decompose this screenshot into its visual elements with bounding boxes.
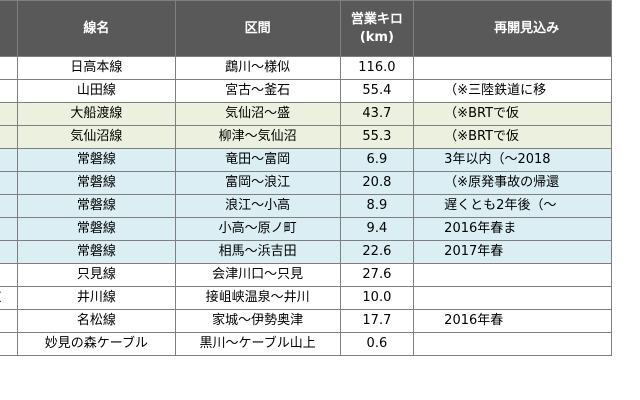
header-row: 線名 区間 営業キロ (km) 再開見込み: [0, 0, 612, 57]
line-name-cell: 日高本線: [17, 56, 176, 80]
line-name-cell: 常磐線: [17, 171, 176, 195]
header-km-line1: 営業キロ: [350, 11, 403, 27]
section-cell: 気仙沼～盛: [174, 102, 341, 126]
section-cell: 黒川～ケーブル山上: [174, 332, 341, 356]
table-row: 山田線 宮古～釜石 55.4 （※三陸鉄道に移: [0, 79, 612, 103]
header-line-name: 線名: [17, 0, 176, 57]
section-cell: 浪江～小高: [174, 194, 341, 218]
section-cell: 竜田～富岡: [174, 148, 341, 172]
line-name-cell: 井川線: [17, 286, 176, 310]
km-cell: 55.4: [339, 79, 415, 103]
section-cell: 接岨峡温泉～井川: [174, 286, 341, 310]
row-prefix-cell: [0, 332, 19, 356]
line-name-cell: 常磐線: [17, 148, 176, 172]
km-cell: 27.6: [339, 263, 415, 287]
section-cell: 鵡川～様似: [174, 56, 341, 80]
reopen-cell: 遅くとも2年後（～: [413, 194, 612, 218]
reopen-cell: [413, 56, 612, 80]
reopen-cell: 2017年春: [413, 240, 612, 264]
row-prefix-cell: [0, 102, 19, 126]
reopen-cell: （※原発事故の帰還: [413, 171, 612, 195]
table-row: 常磐線 小高～原ノ町 9.4 2016年春ま: [0, 217, 612, 241]
section-cell: 富岡～浪江: [174, 171, 341, 195]
reopen-cell: [413, 263, 612, 287]
reopen-cell: （※三陸鉄道に移: [413, 79, 612, 103]
line-name-cell: 気仙沼線: [17, 125, 176, 149]
row-prefix-cell: 道: [0, 286, 19, 310]
table-row: 常磐線 浪江～小高 8.9 遅くとも2年後（～: [0, 194, 612, 218]
table-row: 常磐線 竜田～富岡 6.9 3年以内（～2018: [0, 148, 612, 172]
row-prefix-cell: [0, 263, 19, 287]
header-reopen: 再開見込み: [413, 0, 612, 57]
header-km: 営業キロ (km): [339, 0, 415, 57]
row-prefix-cell: [0, 79, 19, 103]
line-name-cell: 常磐線: [17, 217, 176, 241]
header-prefix: [0, 0, 19, 57]
table-row: 気仙沼線 柳津～気仙沼 55.3 （※BRTで仮: [0, 125, 612, 149]
section-cell: 小高～原ノ町: [174, 217, 341, 241]
row-prefix-cell: [0, 56, 19, 80]
table-row: 只見線 会津川口～只見 27.6: [0, 263, 612, 287]
km-cell: 43.7: [339, 102, 415, 126]
table-row: 常磐線 相馬～浜吉田 22.6 2017年春: [0, 240, 612, 264]
line-table: 線名 区間 営業キロ (km) 再開見込み 日高本線 鵡川～様似 116.0 山田線宮…: [0, 0, 612, 356]
header-km-line2: (km): [359, 29, 394, 45]
table-row: 常磐線 富岡～浪江 20.8 （※原発事故の帰還: [0, 171, 612, 195]
row-prefix-cell: [0, 240, 19, 264]
km-cell: 6.9: [339, 148, 415, 172]
table-row: 名松線 家城～伊勢奥津 17.7 2016年春: [0, 309, 612, 333]
section-cell: 柳津～気仙沼: [174, 125, 341, 149]
reopen-cell: 2016年春: [413, 309, 612, 333]
section-cell: 宮古～釜石: [174, 79, 341, 103]
km-cell: 8.9: [339, 194, 415, 218]
km-cell: 22.6: [339, 240, 415, 264]
section-cell: 相馬～浜吉田: [174, 240, 341, 264]
reopen-cell: （※BRTで仮: [413, 102, 612, 126]
km-cell: 55.3: [339, 125, 415, 149]
row-prefix-cell: [0, 194, 19, 218]
km-cell: 0.6: [339, 332, 415, 356]
section-cell: 家城～伊勢奥津: [174, 309, 341, 333]
line-name-cell: 常磐線: [17, 240, 176, 264]
reopen-cell: [413, 286, 612, 310]
reopen-cell: 3年以内（～2018: [413, 148, 612, 172]
row-prefix-cell: [0, 125, 19, 149]
table-row: 大船渡線 気仙沼～盛 43.7 （※BRTで仮: [0, 102, 612, 126]
km-cell: 10.0: [339, 286, 415, 310]
reopen-cell: 2016年春ま: [413, 217, 612, 241]
line-name-cell: 名松線: [17, 309, 176, 333]
row-prefix-cell: [0, 148, 19, 172]
section-cell: 会津川口～只見: [174, 263, 341, 287]
line-name-cell: 大船渡線: [17, 102, 176, 126]
header-section: 区間: [174, 0, 341, 57]
table-row: 妙見の森ケーブル 黒川～ケーブル山上 0.6: [0, 332, 612, 356]
reopen-cell: [413, 332, 612, 356]
km-cell: 116.0: [339, 56, 415, 80]
row-prefix-cell: [0, 171, 19, 195]
table-row: 日高本線 鵡川～様似 116.0: [0, 56, 612, 80]
row-prefix-cell: [0, 217, 19, 241]
line-name-cell: 只見線: [17, 263, 176, 287]
line-name-cell: 山田線: [17, 79, 176, 103]
row-prefix-cell: [0, 309, 19, 333]
reopen-cell: （※BRTで仮: [413, 125, 612, 149]
line-name-cell: 妙見の森ケーブル: [17, 332, 176, 356]
km-cell: 17.7: [339, 309, 415, 333]
km-cell: 9.4: [339, 217, 415, 241]
km-cell: 20.8: [339, 171, 415, 195]
line-name-cell: 常磐線: [17, 194, 176, 218]
